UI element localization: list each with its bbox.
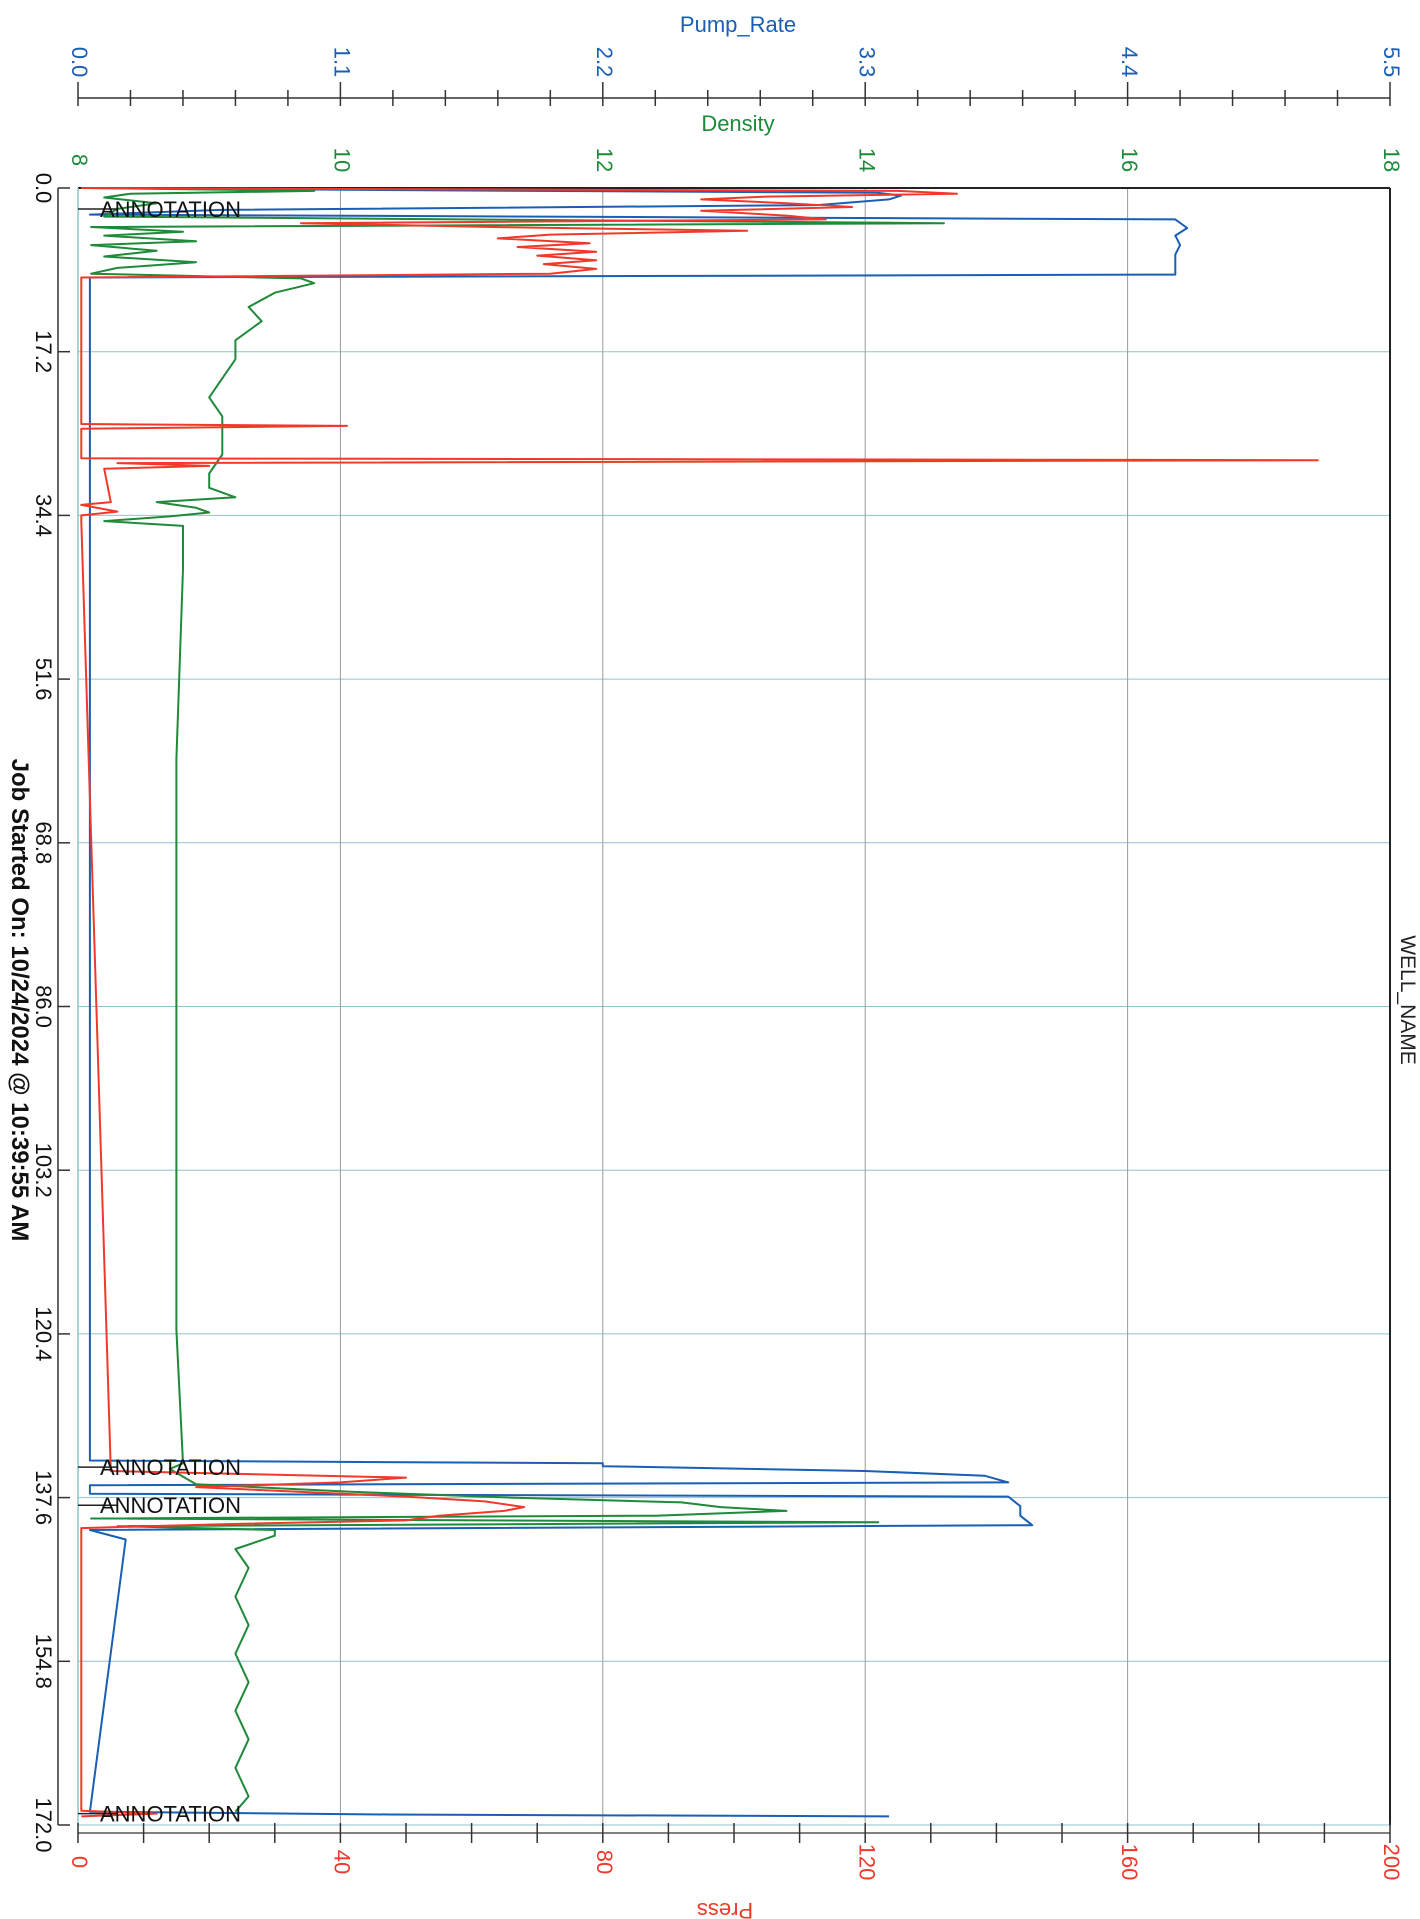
time-tick-label: 68.8 <box>31 821 56 864</box>
time-tick-label: 154.8 <box>31 1634 56 1689</box>
well-name-label: WELL_NAME <box>1396 935 1419 1065</box>
pump-rate-tick-label: 5.5 <box>1379 47 1404 78</box>
density-tick-label: 8 <box>67 154 92 166</box>
annotation-label: ANNOTATION <box>100 1802 241 1827</box>
press-tick-label: 80 <box>592 1850 617 1874</box>
density-tick-label: 16 <box>1117 148 1142 172</box>
time-tick-label: 51.6 <box>31 658 56 701</box>
time-tick-label: 103.2 <box>31 1143 56 1198</box>
time-tick-label: 0.0 <box>31 173 56 204</box>
annotation-label: ANNOTATION <box>100 1493 241 1518</box>
time-tick-label: 34.4 <box>31 494 56 537</box>
pump-rate-tick-label: 0.0 <box>67 47 92 78</box>
series-pump-rate-line <box>88 187 1189 1818</box>
time-tick-label: 86.0 <box>31 985 56 1028</box>
pump-rate-tick-label: 2.2 <box>592 47 617 78</box>
density-axis-label: Density <box>701 111 774 136</box>
pump-rate-axis-label: Pump_Rate <box>680 12 796 37</box>
density-tick-label: 18 <box>1379 148 1404 172</box>
pump-rate-tick-label: 3.3 <box>854 47 879 78</box>
time-tick-label: 172.0 <box>31 1797 56 1852</box>
press-tick-label: 200 <box>1379 1844 1404 1881</box>
grid <box>78 187 1390 1826</box>
density-tick-label: 12 <box>592 148 617 172</box>
press-tick-label: 0 <box>67 1856 92 1868</box>
job-start-footer: Job Started On: 10/24/2024 @ 10:39:55 AM <box>6 759 33 1242</box>
time-tick-label: 120.4 <box>31 1306 56 1361</box>
series-group <box>80 187 1319 1818</box>
time-tick-label: 17.2 <box>31 330 56 373</box>
pump-rate-tick-label: 4.4 <box>1117 47 1142 78</box>
press-tick-label: 120 <box>854 1844 879 1881</box>
press-axis-label: Press <box>697 1898 753 1919</box>
density-tick-label: 14 <box>854 148 879 172</box>
series-press-line <box>80 187 1319 1818</box>
pump-rate-tick-label: 1.1 <box>330 47 355 78</box>
annotation-label: ANNOTATION <box>100 197 241 222</box>
time-tick-label: 137.6 <box>31 1470 56 1525</box>
annotation-label: ANNOTATION <box>100 1455 241 1480</box>
press-tick-label: 40 <box>330 1850 355 1874</box>
press-tick-label: 160 <box>1117 1844 1142 1881</box>
series-density-line <box>84 187 945 1813</box>
axes: 0.0 17.2 34.4 51.6 68.8 86.0 103.2 120.4 137.6 15… <box>31 47 1404 1881</box>
density-tick-label: 10 <box>330 148 355 172</box>
annotations: ANNOTATION ANNOTATION ANNOTATION ANNOTATION <box>78 197 241 1827</box>
